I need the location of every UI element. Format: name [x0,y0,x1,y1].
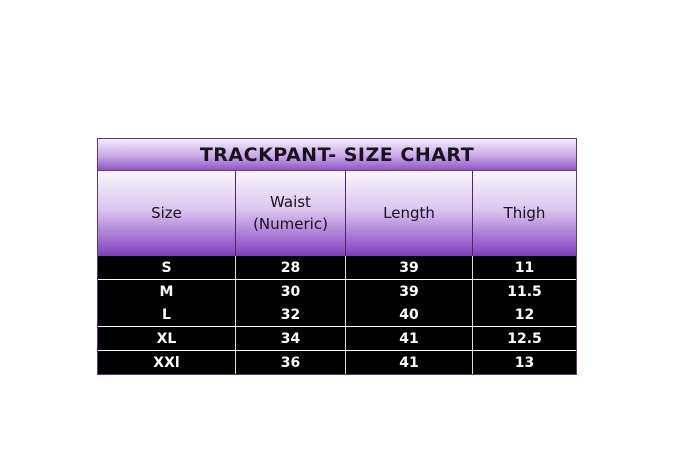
cell-size: M [98,280,236,303]
cell-length: 39 [346,256,473,279]
cell-size: S [98,256,236,279]
header-row: Size Waist (Numeric) Length Thigh [98,171,576,256]
cell-length: 39 [346,280,473,303]
table-row: M 30 39 11.5 [98,279,576,303]
header-thigh: Thigh [473,171,576,256]
header-waist: Waist (Numeric) [236,171,346,256]
cell-thigh: 12 [514,306,535,323]
cell-waist: 34 [236,327,346,350]
cell-thigh: 11 [514,259,535,276]
table-title: TRACKPANT- SIZE CHART [98,139,576,171]
cell-waist: 28 [236,256,346,279]
cell-thigh: 13 [514,354,535,371]
table-row: XL 34 41 12.5 [98,326,576,350]
header-length: Length [346,171,473,256]
table-row: L 32 40 12 [98,303,576,326]
cell-waist: 32 [236,303,346,326]
cell-thigh: 11.5 [507,283,542,300]
table-row: XXl 36 41 13 [98,350,576,374]
cell-size: XL [98,327,236,350]
header-size: Size [98,171,236,256]
cell-size: XXl [98,351,236,374]
cell-thigh: 12.5 [507,330,542,347]
cell-waist: 36 [236,351,346,374]
cell-length: 41 [346,351,473,374]
cell-length: 40 [346,303,473,326]
cell-length: 41 [346,327,473,350]
cell-size: L [98,303,236,326]
size-chart-table: TRACKPANT- SIZE CHART Size Waist (Numeri… [97,138,577,375]
table-row: S 28 39 11 [98,256,576,279]
cell-waist: 30 [236,280,346,303]
